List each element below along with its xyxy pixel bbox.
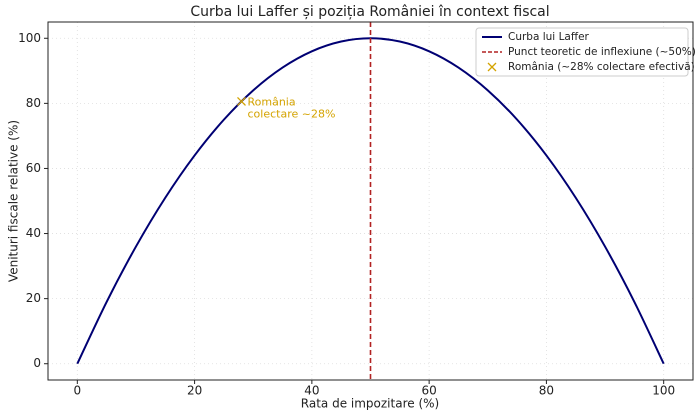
y-tick-label: 100: [18, 31, 41, 45]
legend-label: Curba lui Laffer: [508, 31, 590, 43]
legend-label: România (~28% colectare efectivă): [508, 61, 695, 73]
legend-swatch: [487, 62, 497, 72]
y-tick-label: 40: [26, 226, 41, 240]
x-tick-label: 40: [304, 384, 319, 398]
x-tick-label: 100: [652, 384, 675, 398]
legend-label: Punct teoretic de inflexiune (~50%): [508, 46, 696, 58]
annotation: colectare ~28%: [248, 107, 336, 120]
y-tick-label: 0: [33, 356, 41, 370]
y-tick-label: 80: [26, 96, 41, 110]
plot-frame: [47, 21, 694, 381]
y-tick-label: 20: [26, 291, 41, 305]
y-tick-label: 60: [26, 161, 41, 175]
x-tick-label: 0: [73, 384, 81, 398]
annotation: România: [248, 95, 296, 108]
scatter-point: [237, 96, 246, 106]
y-axis-label: Venituri fiscale relative (%): [7, 120, 21, 282]
x-tick-label: 60: [421, 384, 436, 398]
chart-title: Curba lui Laffer și poziția României în …: [190, 4, 549, 20]
x-tick-label: 80: [539, 384, 554, 398]
legend-box: [475, 27, 689, 77]
x-tick-label: 20: [187, 384, 202, 398]
x-axis-label: Rata de impozitare (%): [301, 397, 439, 411]
